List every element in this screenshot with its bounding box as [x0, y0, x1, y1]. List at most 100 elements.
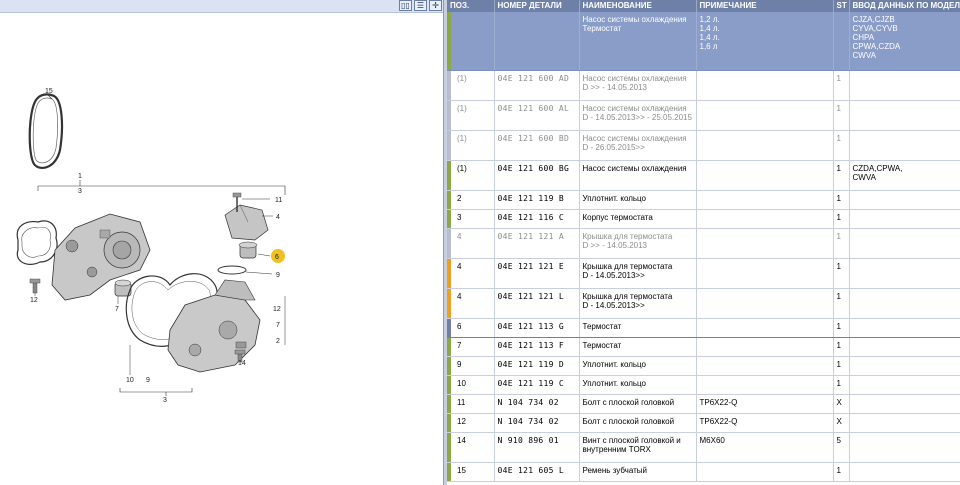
callout-7-right[interactable]: 7 — [276, 322, 280, 329]
callout-9-right[interactable]: 9 — [276, 272, 280, 279]
table-row[interactable]: 7 04E 121 113 F Термостат 1 — [447, 337, 960, 357]
callout-9[interactable]: 9 — [146, 377, 150, 384]
group-header-note-line: 1,4 л. — [699, 33, 720, 42]
row-name-line: Термостат — [582, 321, 622, 331]
row-name: Винт с плоской головкой и внутренним TORX — [579, 432, 697, 463]
row-name: Насос системы охлаждения D - 14.05.2013>>… — [579, 100, 697, 131]
col-header-part-number[interactable]: НОМЕР ДЕТАЛИ — [494, 0, 580, 12]
row-name: Уплотнит. кольцо — [579, 190, 697, 210]
table-row[interactable]: 3 04E 121 116 C Корпус термостата 1 — [447, 209, 960, 229]
row-part-number[interactable]: 04E 121 113 F — [494, 337, 580, 357]
row-model — [849, 190, 960, 210]
row-model — [849, 432, 960, 463]
row-part-number[interactable]: 04E 121 121 A — [494, 228, 580, 259]
row-pos: 14 — [447, 432, 495, 463]
row-part-number[interactable]: N 910 896 01 — [494, 432, 580, 463]
group-header-name-cell: Насос системы охлаждения Термостат — [579, 12, 697, 71]
group-header-model-line: CJZA,CJZB — [852, 15, 895, 24]
row-part-number[interactable]: 04E 121 605 L — [494, 462, 580, 482]
callout-14[interactable]: 14 — [238, 360, 246, 367]
table-row[interactable]: 2 04E 121 119 B Уплотнит. кольцо 1 — [447, 190, 960, 210]
col-header-st[interactable]: ST — [833, 0, 850, 12]
row-part-number[interactable]: 04E 121 600 AD — [494, 70, 580, 101]
callout-2[interactable]: 2 — [276, 338, 280, 345]
table-row[interactable]: 10 04E 121 119 C Уплотнит. кольцо 1 — [447, 375, 960, 395]
row-st: 5 — [833, 432, 850, 463]
col-header-pos[interactable]: ПОЗ. — [447, 0, 495, 12]
table-row[interactable]: 6 04E 121 113 G Термостат 1 — [447, 317, 960, 338]
row-pos: (1) — [447, 130, 495, 161]
row-part-number[interactable]: 04E 121 121 E — [494, 258, 580, 289]
row-pos-label: (1) — [457, 103, 467, 113]
row-part-number[interactable]: 04E 121 119 B — [494, 190, 580, 210]
row-status-marker — [447, 319, 451, 336]
table-row[interactable]: 15 04E 121 605 L Ремень зубчатый 1 — [447, 462, 960, 482]
row-status-marker — [447, 130, 451, 159]
row-pos: 6 — [447, 317, 495, 338]
callout-10[interactable]: 10 — [126, 377, 134, 384]
callout-3-top[interactable]: 3 — [78, 188, 82, 195]
row-name-line: D - 26.05.2015>> — [582, 142, 645, 152]
col-header-name[interactable]: НАИМЕНОВАНИЕ — [579, 0, 697, 12]
row-part-number[interactable]: 04E 121 119 D — [494, 356, 580, 376]
panel-splitter[interactable] — [443, 0, 447, 485]
callout-15[interactable]: 15 — [45, 88, 53, 95]
col-header-note[interactable]: ПРИМЕЧАНИЕ — [696, 0, 834, 12]
row-part-number[interactable]: 04E 121 113 G — [494, 317, 580, 338]
row-part-number[interactable]: N 104 734 02 — [494, 413, 580, 433]
split-view-icon[interactable]: ▯▯ — [399, 0, 412, 11]
table-row[interactable]: 9 04E 121 119 D Уплотнит. кольцо 1 — [447, 356, 960, 376]
row-name-line: внутренним TORX — [582, 444, 651, 454]
callout-7-left[interactable]: 7 — [115, 306, 119, 313]
row-note — [696, 375, 834, 395]
table-row[interactable]: (1) 04E 121 600 AD Насос системы охлаждени… — [447, 70, 960, 101]
table-row[interactable]: 4 04E 121 121 L Крышка для термостата D - 1… — [447, 288, 960, 319]
table-row[interactable]: (1) 04E 121 600 AL Насос системы охлаждени… — [447, 100, 960, 131]
row-status-marker — [447, 375, 451, 393]
row-status-marker — [447, 356, 451, 374]
callout-3-bottom[interactable]: 3 — [163, 397, 167, 404]
row-name: Насос системы охлаждения — [579, 160, 697, 191]
row-st: X — [833, 413, 850, 433]
row-part-number[interactable]: N 104 734 02 — [494, 394, 580, 414]
table-row[interactable]: (1) 04E 121 600 BG Насос системы охлаждени… — [447, 160, 960, 191]
row-pos-label: 10 — [457, 378, 466, 388]
callout-1[interactable]: 1 — [78, 173, 82, 180]
row-model — [849, 375, 960, 395]
row-part-number[interactable]: 04E 121 121 L — [494, 288, 580, 319]
table-row[interactable]: 4 04E 121 121 A Крышка для термостата D >> … — [447, 228, 960, 259]
table-row[interactable]: 12 N 104 734 02 Болт с плоской головкой TP6… — [447, 413, 960, 433]
row-part-number[interactable]: 04E 121 600 BD — [494, 130, 580, 161]
row-model — [849, 288, 960, 319]
row-part-number[interactable]: 04E 121 116 C — [494, 209, 580, 229]
row-part-number[interactable]: 04E 121 119 C — [494, 375, 580, 395]
row-part-number[interactable]: 04E 121 600 AL — [494, 100, 580, 131]
row-pos-label: 12 — [457, 416, 466, 426]
row-pos-label: (1) — [457, 73, 467, 83]
row-st: 1 — [833, 209, 850, 229]
table-row[interactable]: (1) 04E 121 600 BD Насос системы охлаждени… — [447, 130, 960, 161]
row-name-line: Болт с плоской головкой — [582, 397, 675, 407]
group-header-model-line: CHPA — [852, 33, 875, 42]
row-pos-label: 14 — [457, 435, 466, 445]
callout-4[interactable]: 4 — [276, 214, 280, 221]
callout-12-right[interactable]: 12 — [273, 306, 281, 313]
list-view-icon[interactable]: ☰ — [414, 0, 427, 11]
callout-12-left[interactable]: 12 — [30, 297, 38, 304]
row-part-number[interactable]: 04E 121 600 BG — [494, 160, 580, 191]
row-pos-label: 4 — [457, 261, 462, 271]
group-header-model-line: CWVA — [852, 51, 876, 60]
callout-11[interactable]: 11 — [275, 197, 282, 204]
row-name: Ремень зубчатый — [579, 462, 697, 482]
callout-6[interactable]: 6 — [275, 254, 279, 261]
row-status-marker — [447, 462, 451, 480]
col-header-model[interactable]: ВВОД ДАННЫХ ПО МОДЕЛИ — [849, 0, 960, 12]
row-name-line: Насос системы охлаждения — [582, 163, 687, 173]
row-model — [849, 70, 960, 101]
table-row[interactable]: 11 N 104 734 02 Болт с плоской головкой TP6… — [447, 394, 960, 414]
row-model — [849, 100, 960, 131]
table-row[interactable]: 4 04E 121 121 E Крышка для термостата D - 1… — [447, 258, 960, 289]
expand-icon[interactable]: ✛ — [429, 0, 442, 11]
row-pos: 4 — [447, 258, 495, 289]
